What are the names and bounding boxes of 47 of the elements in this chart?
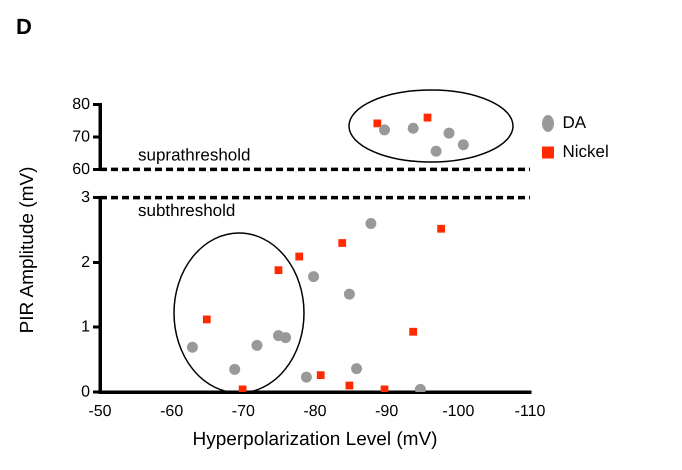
y-tick-label: 2: [81, 254, 90, 271]
y-tick-label: 70: [72, 128, 90, 146]
legend-label: Nickel: [562, 142, 609, 162]
point: [430, 146, 442, 157]
ref-line-label: subthreshold: [138, 200, 236, 220]
point: [295, 252, 304, 260]
point: [365, 218, 376, 230]
y-tick-label: 60: [72, 160, 90, 178]
point: [186, 342, 198, 353]
point: [373, 120, 382, 128]
ref-line-label: suprathreshold: [138, 146, 250, 165]
x-tick-label: -110: [514, 403, 546, 420]
point: [238, 386, 247, 392]
point: [202, 316, 211, 324]
y-tick-label: 3: [81, 189, 90, 206]
x-tick-label: -60: [160, 403, 184, 420]
point: [346, 382, 354, 390]
x-tick-label: -100: [442, 403, 474, 420]
point: [300, 372, 312, 383]
point: [437, 224, 446, 233]
point: [280, 332, 292, 344]
point: [251, 340, 262, 351]
chart-title: D: [16, 14, 32, 40]
legend-label: DA: [562, 113, 587, 132]
point: [338, 239, 346, 247]
x-axis-title: Hyperpolarization Level (mV): [192, 428, 438, 450]
point: [380, 386, 388, 392]
y-tick-label: 80: [72, 96, 90, 114]
point: [458, 139, 469, 150]
x-tick-label: -90: [375, 403, 398, 420]
point: [379, 124, 390, 136]
x-tick-label: -50: [88, 403, 112, 420]
point: [316, 371, 325, 380]
point: [229, 364, 240, 375]
y-axis-title: PIR Amplitude (mV): [17, 166, 39, 334]
point: [408, 122, 419, 134]
y-tick-label: 0: [81, 383, 90, 400]
y-tick-label: 1: [81, 318, 90, 336]
point: [274, 266, 282, 274]
point: [444, 128, 455, 139]
x-tick-label: -70: [232, 403, 255, 420]
point: [344, 288, 355, 300]
point: [409, 328, 418, 336]
x-tick-label: -80: [303, 403, 327, 420]
point: [424, 114, 432, 122]
point: [351, 363, 362, 374]
point: [308, 271, 320, 282]
